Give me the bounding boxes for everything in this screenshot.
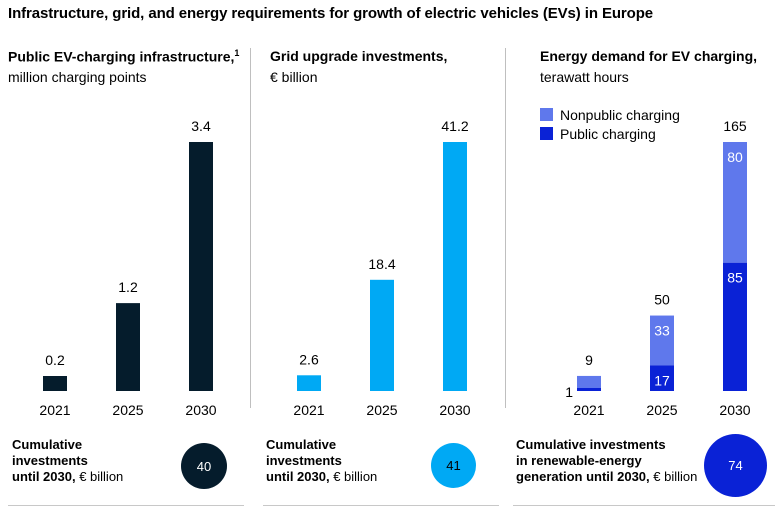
panel-energy-demand: Energy demand for EV charging, terawatt … bbox=[540, 42, 780, 512]
panel-charging-infrastructure: Public EV-charging infrastructure,1 mill… bbox=[8, 42, 244, 512]
data-label: 1.2 bbox=[118, 279, 138, 295]
bar bbox=[297, 375, 321, 391]
tick-label: 2025 bbox=[646, 402, 677, 418]
data-label: 41.2 bbox=[441, 118, 468, 134]
footnote-marker: 1 bbox=[234, 48, 240, 58]
data-label-nonpublic: 33 bbox=[654, 323, 670, 339]
tick-label: 2030 bbox=[719, 402, 750, 418]
footer-rule bbox=[263, 505, 499, 506]
total-label: 165 bbox=[723, 118, 747, 134]
investment-circle: 40 bbox=[181, 443, 227, 489]
page-title: Infrastructure, grid, and energy require… bbox=[8, 5, 654, 22]
data-label-public: 17 bbox=[654, 372, 670, 388]
cumulative-investments-label: Cumulative investments in renewable-energ… bbox=[516, 437, 698, 484]
bar-public bbox=[577, 388, 601, 391]
data-label-nonpublic: 80 bbox=[727, 149, 743, 165]
tick-label: 2030 bbox=[185, 402, 216, 418]
data-label: 3.4 bbox=[191, 118, 211, 134]
tick-label: 2021 bbox=[573, 402, 604, 418]
investment-circle: 74 bbox=[704, 434, 767, 497]
data-label-public: 1 bbox=[565, 384, 573, 400]
total-label: 50 bbox=[654, 292, 670, 308]
data-label-public: 85 bbox=[727, 270, 743, 286]
investment-circle: 41 bbox=[431, 443, 476, 488]
data-label: 0.2 bbox=[45, 352, 65, 368]
cumulative-investments-label: Cumulative investments until 2030, € billi… bbox=[266, 437, 378, 484]
tick-label: 2025 bbox=[366, 402, 397, 418]
legend-swatch bbox=[540, 108, 553, 121]
bar bbox=[189, 142, 213, 391]
tick-label: 2030 bbox=[439, 402, 470, 418]
tick-label: 2021 bbox=[39, 402, 70, 418]
tick-label: 2021 bbox=[293, 402, 324, 418]
data-label: 2.6 bbox=[299, 351, 319, 367]
cumulative-investments-label: Cumulative investments until 2030, € billi… bbox=[12, 437, 124, 484]
bar-nonpublic bbox=[577, 375, 601, 388]
bar-nonpublic bbox=[723, 142, 747, 263]
bar-nonpublic bbox=[650, 315, 674, 366]
legend-swatch bbox=[540, 127, 553, 140]
bar bbox=[43, 376, 67, 391]
footer-rule bbox=[8, 505, 244, 506]
footer-rule bbox=[513, 505, 775, 506]
panel-divider bbox=[505, 48, 506, 408]
bar bbox=[443, 142, 467, 391]
legend-item-public: Public charging bbox=[540, 124, 680, 143]
panel-title: Energy demand for EV charging, bbox=[540, 48, 758, 64]
panel-title: Grid upgrade investments, bbox=[270, 48, 448, 64]
panel-subtitle: € billion bbox=[270, 69, 318, 85]
bar-public bbox=[650, 365, 674, 391]
panel-divider bbox=[250, 48, 251, 408]
bar bbox=[116, 303, 140, 391]
data-label: 18.4 bbox=[368, 256, 395, 272]
chart-legend: Nonpublic charging Public charging bbox=[540, 105, 680, 143]
panel-title: Public EV-charging infrastructure,1 bbox=[8, 48, 240, 65]
bar-public bbox=[723, 262, 747, 391]
tick-label: 2025 bbox=[112, 402, 143, 418]
panel-grid-upgrade: Grid upgrade investments, € billion bbox=[270, 42, 500, 512]
total-label: 9 bbox=[585, 352, 593, 368]
panel-subtitle: million charging points bbox=[8, 69, 147, 85]
bar bbox=[370, 279, 394, 391]
panel-subtitle: terawatt hours bbox=[540, 69, 629, 85]
legend-item-nonpublic: Nonpublic charging bbox=[540, 105, 680, 124]
